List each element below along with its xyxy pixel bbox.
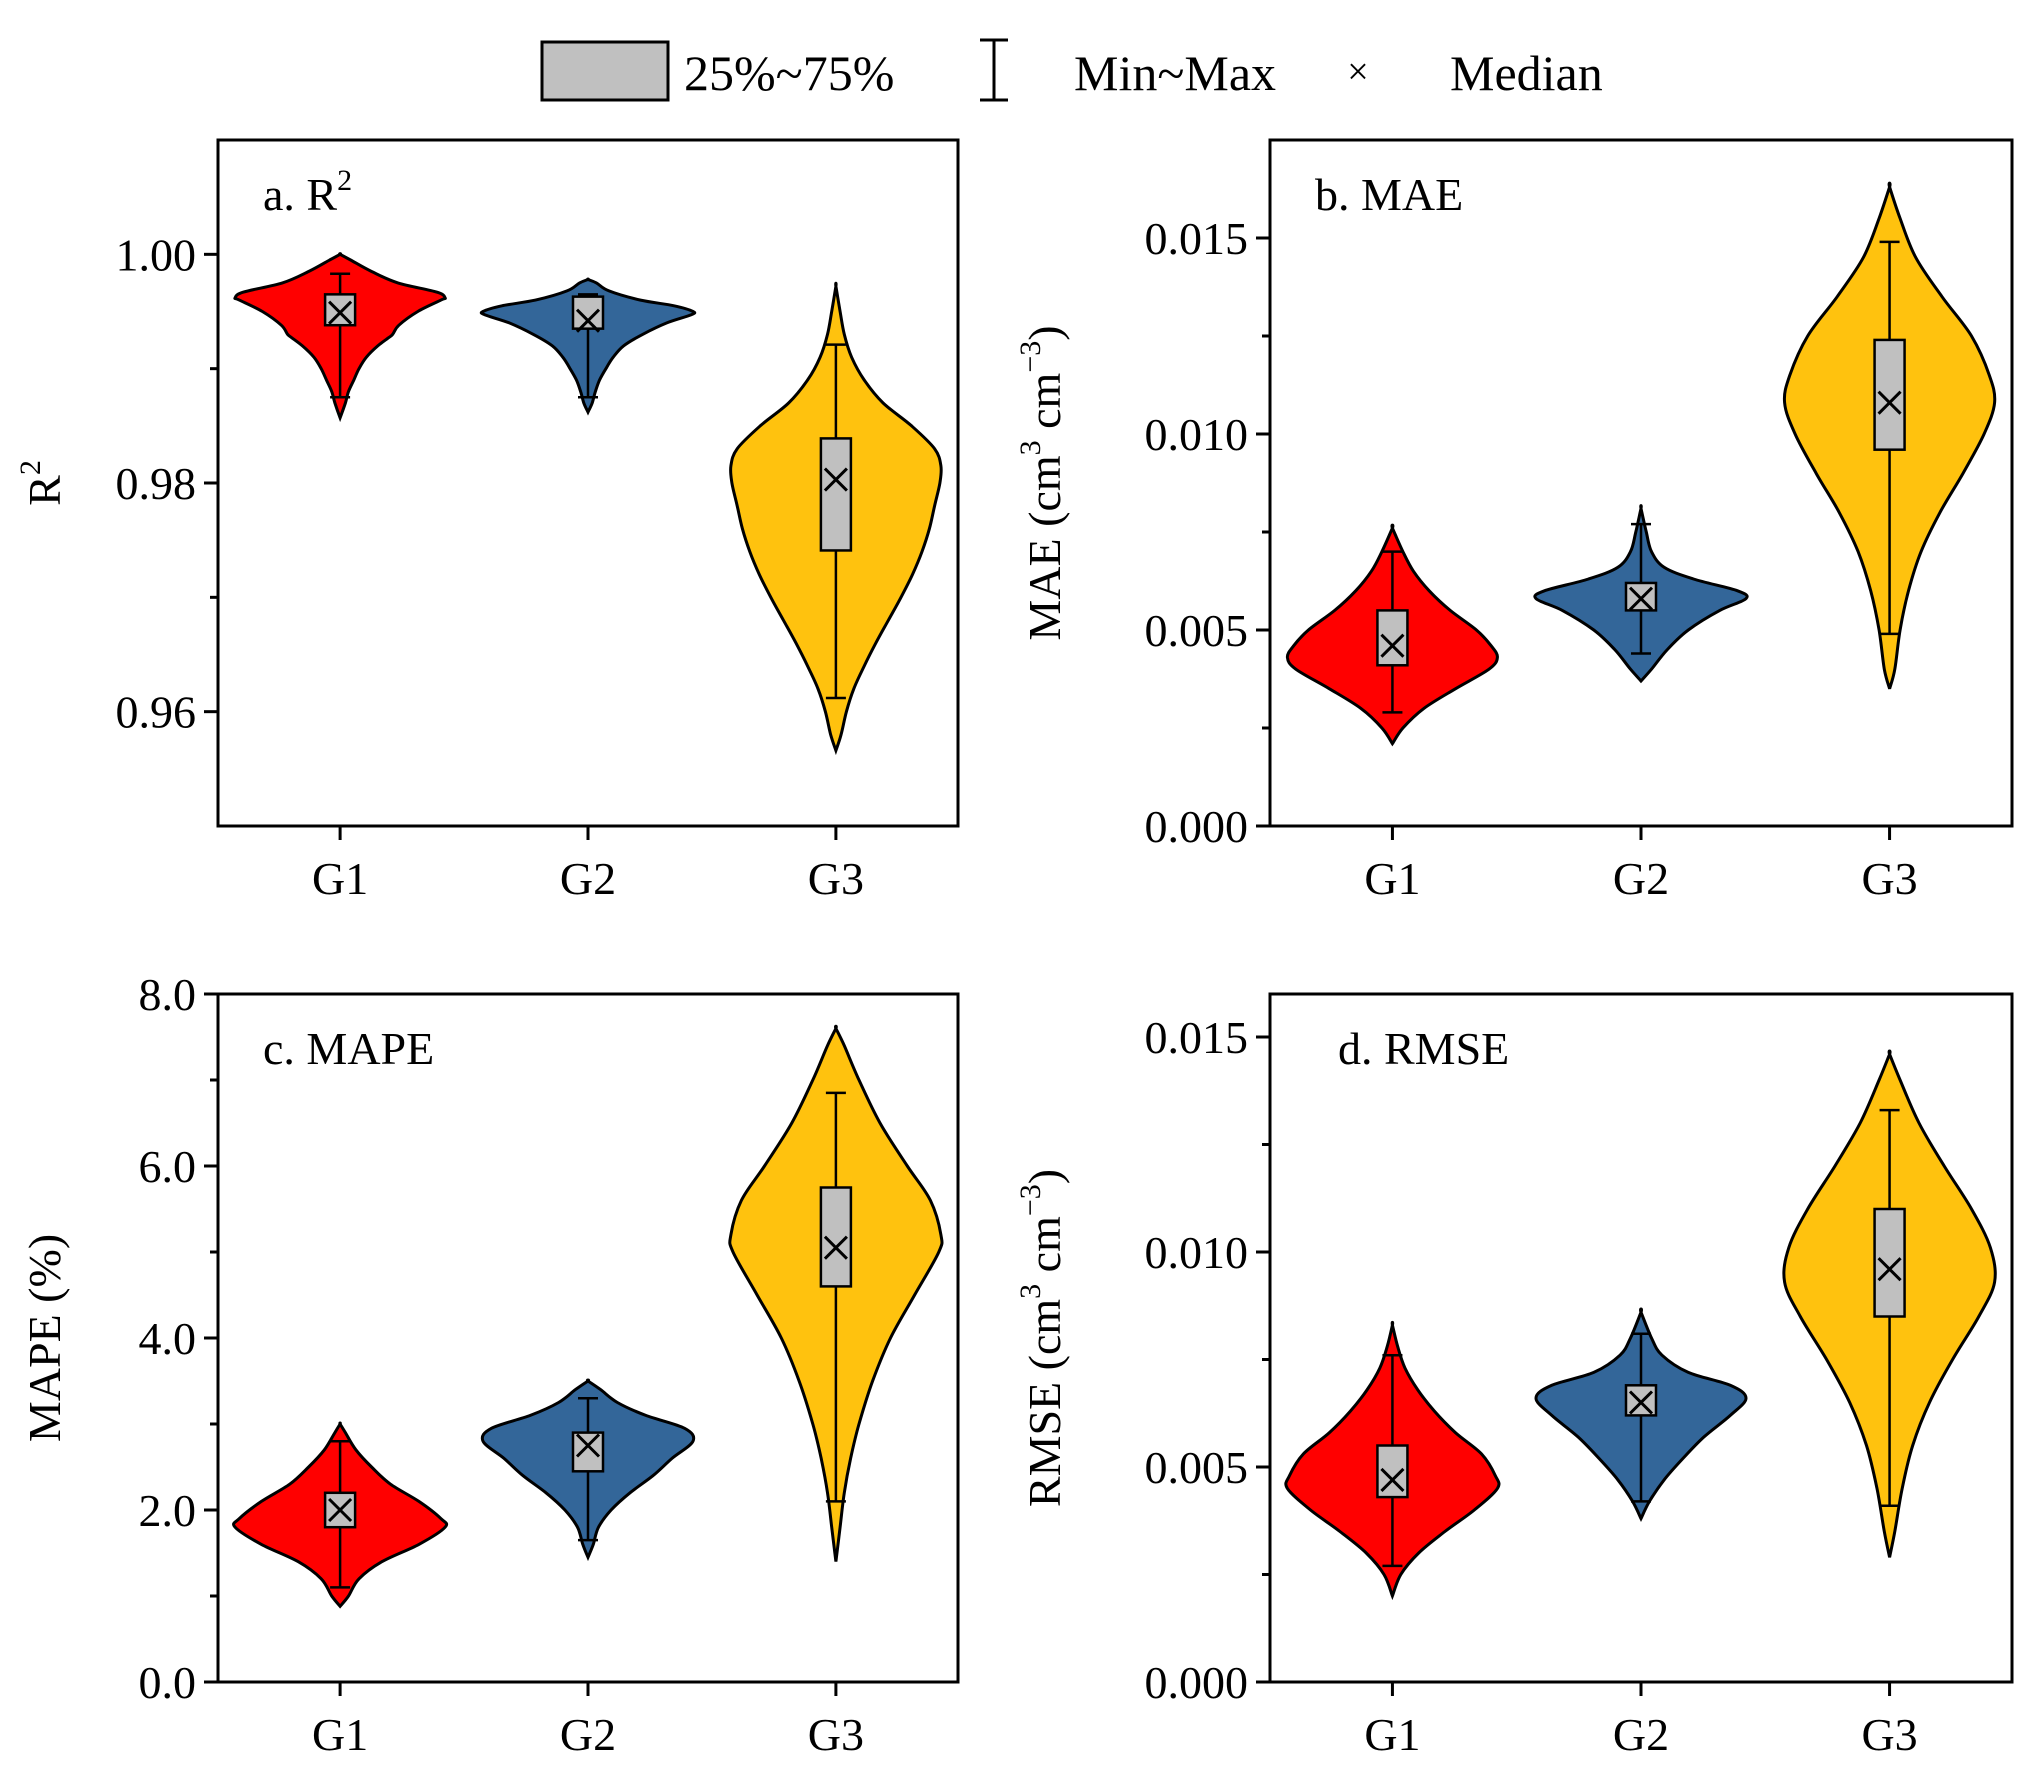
y-tick-label: 0.005 (1145, 1442, 1249, 1493)
y-tick-label: 0.015 (1145, 213, 1249, 264)
x-tick-label-g3: G3 (808, 853, 864, 904)
median-marker-g3 (823, 1235, 848, 1260)
iqr-box-g3 (1873, 1207, 1906, 1318)
panel-mae: 0.000 0.005 0.010 0.015 G1 G2 G3 b. MAE MAE (cm3… (1014, 138, 2014, 904)
iqr-box-g2 (571, 1431, 605, 1473)
y-tick-label: 8.0 (139, 969, 197, 1020)
x-tick-label-g2: G2 (1613, 853, 1669, 904)
median-marker-g1 (1380, 633, 1405, 658)
x-tick-label-g1: G1 (312, 1709, 368, 1760)
x-tick-label-g3: G3 (1861, 1709, 1917, 1760)
y-tick-label: 0.015 (1145, 1012, 1249, 1063)
legend: 25%~75% Min~Max × Median (540, 38, 1603, 102)
y-axis-label: R2 (14, 460, 70, 506)
y-tick-label: 0.98 (116, 458, 197, 509)
panel-title: b. MAE (1315, 169, 1463, 220)
legend-whisker-icon (980, 38, 1008, 102)
panel-title: c. MAPE (263, 1023, 434, 1074)
median-marker-g1 (1380, 1467, 1405, 1492)
iqr-box-g1 (323, 293, 357, 327)
legend-median-icon: × (1347, 51, 1368, 93)
x-tick-label-g1: G1 (1364, 853, 1420, 904)
iqr-box-g1 (1376, 609, 1409, 667)
y-axis-label: MAE (cm3 cm−3) (1014, 325, 1070, 640)
median-marker-g2 (1628, 586, 1654, 611)
median-marker-g2 (575, 1433, 601, 1458)
panel-r2: 0.96 0.98 1.00 G1 G2 G3 a. R2 R2 (14, 138, 960, 904)
y-tick-label: 1.00 (116, 229, 197, 280)
y-axis-label: RMSE (cm3 cm−3) (1014, 1169, 1070, 1507)
y-tick-label: 0.010 (1145, 1227, 1249, 1278)
legend-box-swatch (540, 40, 670, 102)
y-tick-label: 0.0 (139, 1657, 197, 1708)
iqr-box-g3 (819, 437, 853, 552)
legend-box-label: 25%~75% (684, 45, 894, 101)
median-marker-g3 (823, 467, 848, 492)
iqr-box-g3 (1873, 338, 1906, 451)
legend-whisker-label: Min~Max (1074, 45, 1276, 101)
y-axis-label: MAPE (%) (19, 1234, 70, 1442)
x-tick-label-g3: G3 (808, 1709, 864, 1760)
x-tick-label-g1: G1 (1364, 1709, 1420, 1760)
median-marker-g2 (575, 308, 601, 333)
y-tick-label: 0.005 (1145, 605, 1249, 656)
legend-median-label: Median (1450, 45, 1603, 101)
x-tick-label-g1: G1 (312, 853, 368, 904)
x-tick-label-g2: G2 (560, 853, 616, 904)
y-tick-label: 2.0 (139, 1485, 197, 1536)
panel-title: a. R2 (263, 164, 352, 220)
iqr-box-g2 (571, 295, 605, 330)
y-tick-label: 4.0 (139, 1313, 197, 1364)
median-marker-g1 (328, 1497, 353, 1523)
panel-rmse: 0.000 0.005 0.010 0.015 G1 G2 G3 d. RMSE RMSE (c… (1014, 992, 2014, 1760)
median-marker-g2 (1628, 1390, 1654, 1415)
y-tick-label: 6.0 (139, 1141, 197, 1192)
panel-mape: 0.0 2.0 4.0 6.0 8.0 G1 G2 G3 c. MAPE MAPE (%) (19, 969, 960, 1760)
x-tick-label-g2: G2 (1613, 1709, 1669, 1760)
y-tick-label: 0.010 (1145, 409, 1249, 460)
median-marker-g3 (1877, 390, 1902, 415)
median-marker-g1 (328, 300, 353, 325)
y-tick-label: 0.000 (1145, 801, 1249, 852)
y-tick-label: 0.96 (116, 687, 197, 738)
median-marker-g3 (1877, 1257, 1902, 1282)
x-tick-label-g3: G3 (1861, 853, 1917, 904)
x-tick-label-g2: G2 (560, 1709, 616, 1760)
panel-title: d. RMSE (1338, 1023, 1509, 1074)
y-tick-label: 0.000 (1145, 1657, 1249, 1708)
